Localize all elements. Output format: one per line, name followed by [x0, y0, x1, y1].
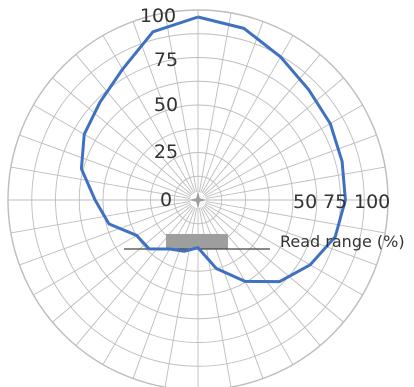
- grid-spoke: [201, 206, 294, 365]
- grid-spoke: [205, 134, 377, 198]
- grid-spoke: [102, 206, 195, 365]
- grid-spoke: [198, 12, 232, 193]
- grid-spoke: [33, 104, 192, 197]
- grid-spoke: [132, 21, 196, 193]
- grid-spoke: [201, 35, 294, 194]
- center-marker: [189, 191, 207, 209]
- grid-spoke: [200, 21, 264, 193]
- grid-spoke: [52, 77, 193, 196]
- grid-spoke: [52, 204, 193, 323]
- side-tick-label: 75: [323, 191, 347, 213]
- series-line: [79, 15, 347, 284]
- grid-spoke: [10, 166, 191, 200]
- side-tick-labels: 50 75 100: [293, 191, 390, 213]
- grid-spoke: [19, 134, 191, 198]
- grid-spoke: [205, 202, 377, 266]
- side-tick-label: 50: [293, 191, 317, 213]
- grid-spoke: [75, 54, 194, 195]
- grid-spoke: [203, 77, 344, 196]
- grid-spoke: [202, 54, 321, 195]
- grid-spoke: [33, 203, 192, 296]
- device-plate: [166, 234, 228, 249]
- grid-spoke: [19, 202, 191, 266]
- radial-tick-label: 25: [154, 141, 178, 163]
- grid-spoke: [204, 104, 363, 197]
- grid-spoke: [75, 205, 194, 346]
- grid-spoke: [205, 166, 386, 200]
- read-range-series: [79, 15, 347, 284]
- grid-spoke: [203, 204, 344, 323]
- grid-spoke: [164, 12, 198, 193]
- grid-spoke: [102, 35, 195, 194]
- angular-grid-spokes: [8, 10, 388, 387]
- grid-spoke: [205, 200, 386, 234]
- grid-spoke: [204, 203, 363, 296]
- radial-axis-label: Read range (%): [280, 232, 405, 251]
- side-tick-label: 100: [354, 191, 390, 213]
- radial-tick-label: 50: [154, 94, 178, 116]
- radial-tick-label: 100: [140, 5, 176, 27]
- radial-tick-label: 75: [154, 49, 178, 71]
- grid-spoke: [202, 205, 321, 346]
- radial-tick-labels: 0 25 50 75 100: [140, 5, 178, 211]
- radial-tick-label: 0: [160, 189, 172, 211]
- grid-spoke: [10, 200, 191, 234]
